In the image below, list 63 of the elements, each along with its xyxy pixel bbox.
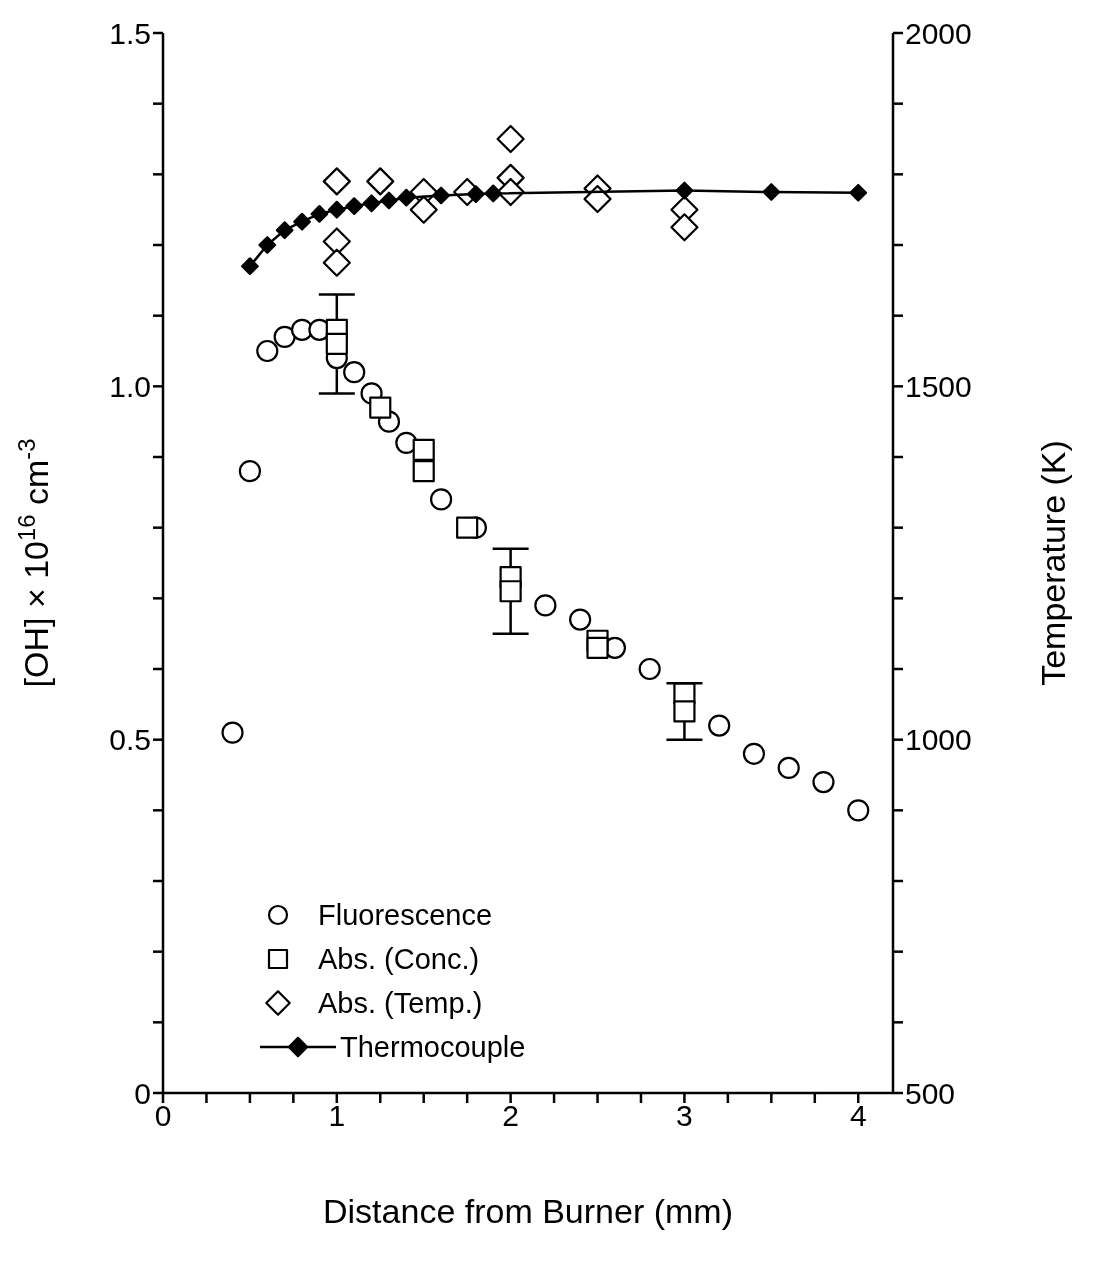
point (670, 213, 699, 242)
point (847, 799, 870, 822)
x-tick-label: 4 (849, 1099, 867, 1133)
point (569, 608, 592, 631)
point (310, 205, 329, 223)
point (366, 167, 395, 196)
point (258, 236, 277, 254)
point (586, 636, 609, 659)
y-tick-label: 0 (134, 1076, 151, 1110)
y2-axis-title: Temperature (K) (1034, 440, 1073, 686)
point (327, 200, 346, 219)
point (325, 332, 348, 356)
legend-label: Abs. (Conc.) (318, 942, 480, 976)
point (762, 183, 781, 201)
y-tick-label: 1.5 (109, 16, 151, 50)
point (322, 167, 351, 196)
y-tick-label: 0.5 (109, 723, 151, 757)
point (812, 770, 835, 794)
point (849, 183, 868, 202)
point (673, 700, 696, 723)
point (466, 185, 485, 204)
legend-label: Abs. (Temp.) (318, 986, 483, 1020)
point (583, 184, 612, 214)
x-tick-label: 0 (154, 1099, 172, 1133)
point (380, 191, 398, 210)
point (293, 212, 311, 231)
point (708, 714, 731, 737)
point (275, 221, 294, 240)
x-tick-label: 2 (502, 1099, 519, 1133)
point (221, 721, 244, 744)
point (456, 516, 479, 539)
point (412, 460, 435, 483)
y2-tick-label: 1500 (905, 369, 972, 403)
point (397, 188, 416, 207)
point (499, 580, 522, 603)
legend-label: Thermocouple (340, 1030, 526, 1064)
point (238, 460, 261, 483)
point (742, 742, 766, 765)
point (430, 488, 453, 511)
point (343, 361, 366, 384)
point (409, 195, 438, 224)
point (256, 339, 279, 363)
x-tick-label: 1 (328, 1099, 346, 1133)
point (322, 248, 351, 277)
point (241, 257, 259, 276)
y-tick-label: 1.0 (109, 369, 151, 403)
point (345, 197, 364, 216)
x-axis-title: Distance from Burner (mm) (323, 1192, 733, 1230)
y2-tick-label: 500 (905, 1076, 956, 1110)
point (362, 194, 381, 213)
point (534, 594, 557, 617)
point (432, 186, 450, 205)
point (369, 396, 392, 419)
point (777, 756, 800, 780)
point (638, 657, 661, 681)
point (675, 181, 694, 200)
y2-tick-label: 1000 (905, 723, 972, 757)
point (412, 438, 435, 462)
y2-tick-label: 2000 (905, 16, 972, 50)
point (496, 124, 525, 154)
x-tick-label: 3 (676, 1099, 693, 1133)
point (484, 184, 503, 203)
legend-label: Fluorescence (318, 898, 493, 932)
